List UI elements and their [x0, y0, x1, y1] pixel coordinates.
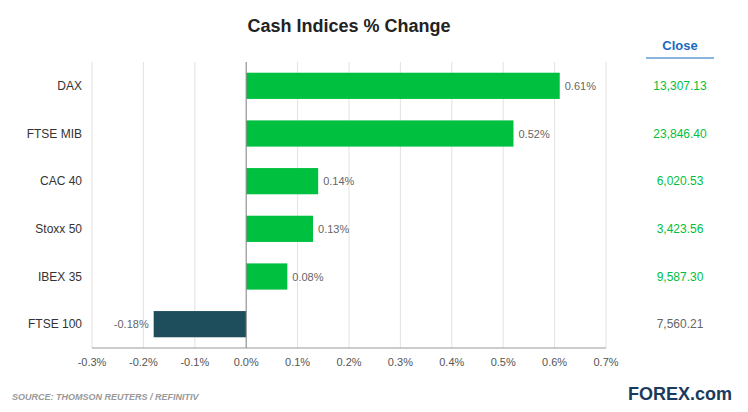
bar	[246, 120, 513, 146]
x-tick-label: 0.7%	[593, 356, 618, 368]
close-value: 3,423.56	[657, 222, 704, 236]
bar	[246, 263, 287, 289]
data-label: -0.18%	[114, 318, 149, 330]
source-note: SOURCE: THOMSON REUTERS / REFINITIV	[12, 392, 200, 402]
x-tick-label: 0.5%	[491, 356, 516, 368]
grid-line	[92, 62, 93, 348]
x-tick-label: 0.6%	[542, 356, 567, 368]
grid	[92, 62, 606, 348]
x-tick-label: -0.3%	[78, 356, 107, 368]
y-tick-label: Stoxx 50	[35, 222, 82, 236]
grid-line	[400, 62, 401, 348]
column-header: Close	[662, 38, 697, 53]
data-label: 0.13%	[318, 223, 349, 235]
close-value: 9,587.30	[657, 270, 704, 284]
data-label: 0.61%	[565, 80, 596, 92]
x-tick-label: -0.2%	[129, 356, 158, 368]
y-tick-label: IBEX 35	[38, 270, 82, 284]
close-value: 7,560.21	[657, 317, 704, 331]
zero-line	[246, 62, 247, 348]
data-label: 0.52%	[518, 128, 549, 140]
x-tick-label: 0.0%	[234, 356, 259, 368]
bar	[246, 73, 560, 99]
x-tick-label: 0.3%	[388, 356, 413, 368]
grid-line	[606, 62, 607, 348]
close-value: 6,020.53	[657, 174, 704, 188]
y-tick-label: FTSE 100	[28, 317, 82, 331]
data-label: 0.14%	[323, 175, 354, 187]
grid-line	[143, 62, 144, 348]
x-axis-line	[92, 348, 606, 349]
data-label: 0.08%	[292, 271, 323, 283]
close-value: 23,846.40	[653, 127, 707, 141]
logo-text: FOREX.com	[628, 384, 732, 404]
column-header-underline	[646, 57, 714, 58]
close-value: 13,307.13	[653, 79, 707, 93]
y-tick-label: CAC 40	[40, 174, 82, 188]
grid-line	[349, 62, 350, 348]
bar	[246, 216, 313, 242]
x-tick-label: 0.2%	[336, 356, 361, 368]
bar	[154, 311, 247, 337]
grid-line	[297, 62, 298, 348]
bar	[246, 168, 318, 194]
title: Cash Indices % Change	[247, 16, 450, 36]
x-tick-label: 0.1%	[285, 356, 310, 368]
x-tick-label: 0.4%	[439, 356, 464, 368]
grid-line	[451, 62, 452, 348]
y-tick-label: FTSE MIB	[27, 127, 82, 141]
grid-line	[503, 62, 504, 348]
grid-line	[554, 62, 555, 348]
grid-line	[246, 62, 247, 348]
y-tick-label: DAX	[57, 79, 82, 93]
bars	[154, 73, 560, 338]
chart: Cash Indices % Change -0.3% -0.2% -0.1% 0.0%…	[0, 0, 748, 412]
x-tick-label: -0.1%	[180, 356, 209, 368]
grid-line	[194, 62, 195, 348]
